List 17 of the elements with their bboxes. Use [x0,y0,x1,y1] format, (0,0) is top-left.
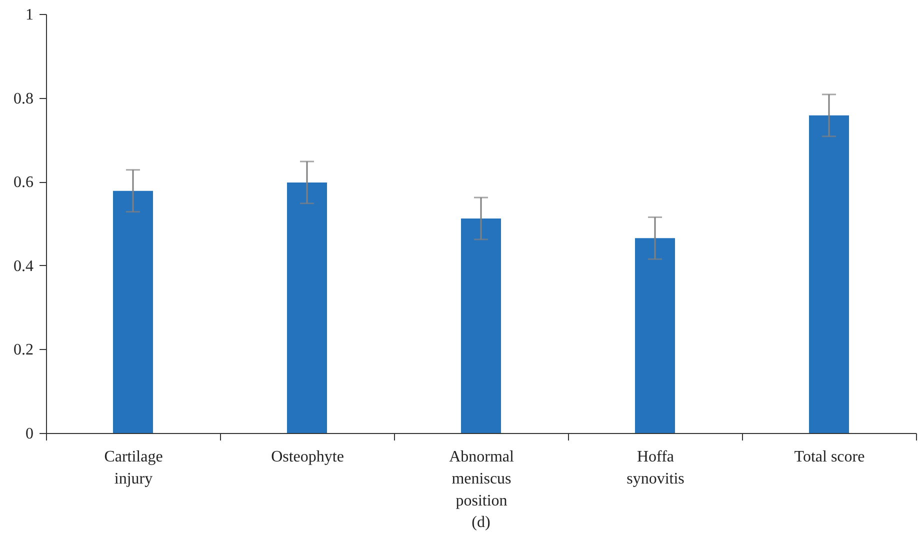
x-tick-label: Total score [794,448,865,466]
bar [113,190,153,433]
x-tick-label: Hoffa synovitis [626,448,684,488]
x-tick-label: Abnormal meniscus position [449,448,514,510]
y-tick-label: 0.6 [14,174,34,192]
y-tick-label: 0 [26,426,34,442]
text: (d) [472,514,490,531]
bar [809,115,849,433]
y-tick-label: 1 [26,6,34,24]
bar [635,238,675,433]
x-tick-label: Cartilage injury [104,448,163,488]
y-tick-label: 0.4 [14,258,34,275]
bar [287,182,327,433]
y-tick-label: 0.2 [14,342,34,359]
y-tick-label: 0.8 [14,90,34,108]
bar [461,218,501,433]
x-tick-label: Osteophyte [271,448,344,466]
